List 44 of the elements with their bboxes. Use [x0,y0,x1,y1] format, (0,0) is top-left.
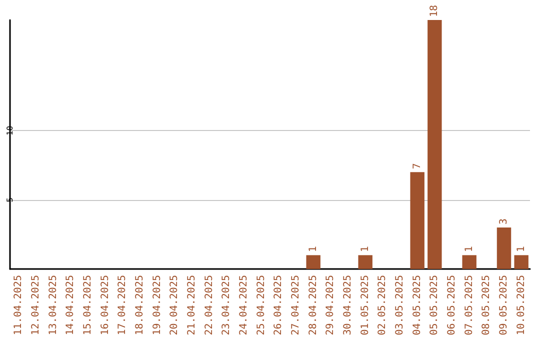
x-tick-label: 28.04.2025 [308,275,319,336]
bar [358,255,372,269]
x-tick-label: 09.05.2025 [498,275,510,336]
x-tick-label: 20.04.2025 [169,275,180,336]
x-tick-label: 05.05.2025 [429,275,440,336]
x-tick-label: 18.04.2025 [134,275,146,336]
x-tick-label: 15.04.2025 [82,275,94,336]
x-tick-label: 25.04.2025 [256,275,267,336]
x-tick-label: 02.05.2025 [377,275,388,336]
x-tick-label: 17.04.2025 [117,275,128,336]
x-tick-label: 07.05.2025 [464,275,475,336]
data-label: 1 [308,246,319,252]
x-tick-label: 30.04.2025 [342,275,354,336]
data-label: 1 [516,246,527,252]
x-tick-label: 22.04.2025 [204,275,215,336]
bar [410,172,424,269]
bar [306,255,320,269]
data-label: 1 [464,246,475,252]
data-label: 3 [498,218,510,224]
x-tick-label: 01.05.2025 [360,275,371,336]
x-tick-label: 23.04.2025 [221,275,232,336]
bar [428,20,442,269]
x-tick-label: 27.04.2025 [290,275,302,336]
x-tick-label: 21.04.2025 [186,275,198,336]
x-tick-label: 06.05.2025 [446,275,458,336]
x-tick-label: 11.04.2025 [13,275,24,336]
x-tick-label: 19.04.2025 [152,275,163,336]
data-label: 1 [360,246,371,252]
bar [514,255,528,269]
x-tick-label: 13.04.2025 [48,275,59,336]
x-tick-label: 16.04.2025 [100,275,111,336]
x-tick-label: 10.05.2025 [516,275,527,336]
data-label: 18 [429,4,440,17]
data-label: 7 [412,163,423,170]
x-tick-label: 12.04.2025 [30,275,42,336]
x-tick-label: 26.04.2025 [273,275,284,336]
x-tick-label: 29.04.2025 [325,275,336,336]
x-tick-label: 14.04.2025 [65,275,76,336]
x-tick-label: 08.05.2025 [481,275,492,336]
x-tick-label: 04.05.2025 [412,275,423,336]
bar [462,255,476,269]
x-tick-label: 03.05.2025 [394,275,406,336]
bar [496,228,512,269]
x-tick-label: 24.04.2025 [238,275,250,336]
